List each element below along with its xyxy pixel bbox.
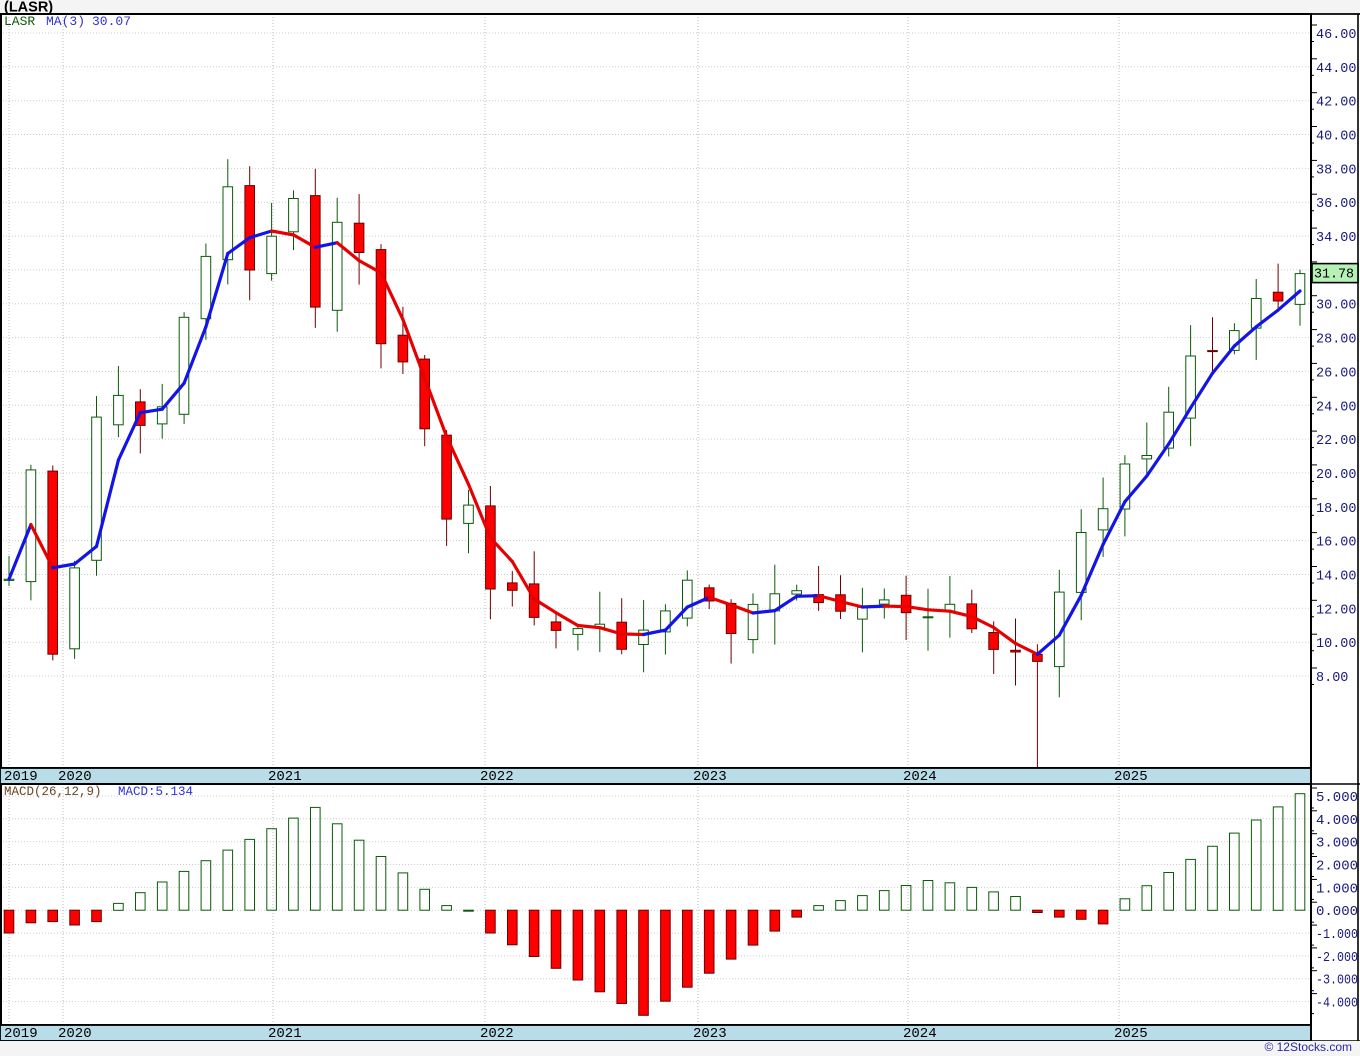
svg-text:1.000: 1.000 [1316, 882, 1358, 897]
svg-text:14.00: 14.00 [1316, 570, 1357, 585]
svg-text:12.00: 12.00 [1316, 603, 1357, 618]
svg-text:2020: 2020 [58, 769, 92, 785]
svg-text:42.00: 42.00 [1316, 96, 1357, 111]
svg-text:5.000: 5.000 [1316, 791, 1358, 806]
svg-text:-2.000: -2.000 [1316, 951, 1358, 966]
svg-text:2.000: 2.000 [1316, 860, 1358, 875]
svg-text:-1.000: -1.000 [1316, 928, 1358, 943]
svg-text:0.000: 0.000 [1316, 905, 1358, 920]
svg-text:24.00: 24.00 [1316, 400, 1357, 415]
svg-text:2019: 2019 [4, 769, 38, 785]
svg-text:3.000: 3.000 [1316, 837, 1358, 852]
svg-text:LASR: LASR [4, 14, 35, 29]
svg-text:2023: 2023 [693, 769, 727, 785]
svg-text:20.00: 20.00 [1316, 468, 1357, 483]
svg-text:31.78: 31.78 [1314, 267, 1354, 283]
svg-text:-4.000: -4.000 [1316, 997, 1358, 1012]
svg-text:22.00: 22.00 [1316, 434, 1357, 449]
svg-text:34.00: 34.00 [1316, 231, 1357, 246]
svg-text:2020: 2020 [58, 1026, 92, 1042]
svg-text:2023: 2023 [693, 1026, 727, 1042]
svg-text:2024: 2024 [903, 1026, 937, 1042]
svg-text:-3.000: -3.000 [1316, 974, 1358, 989]
svg-text:44.00: 44.00 [1316, 62, 1357, 77]
svg-text:4.000: 4.000 [1316, 814, 1358, 829]
svg-text:26.00: 26.00 [1316, 366, 1357, 381]
svg-text:30.07: 30.07 [92, 14, 131, 29]
svg-text:10.00: 10.00 [1316, 637, 1357, 652]
svg-text:2025: 2025 [1114, 769, 1148, 785]
svg-text:40.00: 40.00 [1316, 130, 1357, 145]
svg-text:2019: 2019 [4, 1026, 38, 1042]
svg-text:2021: 2021 [268, 769, 302, 785]
svg-text:2025: 2025 [1114, 1026, 1148, 1042]
svg-text:MACD:5.134: MACD:5.134 [118, 785, 193, 799]
svg-text:38.00: 38.00 [1316, 163, 1357, 178]
svg-text:2022: 2022 [480, 769, 514, 785]
svg-text:30.00: 30.00 [1316, 299, 1357, 314]
svg-text:46.00: 46.00 [1316, 28, 1357, 43]
svg-text:18.00: 18.00 [1316, 502, 1357, 517]
svg-text:MACD(26,12,9): MACD(26,12,9) [4, 785, 102, 799]
svg-text:© 12Stocks.com: © 12Stocks.com [1264, 1040, 1352, 1054]
svg-text:36.00: 36.00 [1316, 197, 1357, 212]
svg-text:MA(3): MA(3) [46, 14, 85, 29]
svg-text:8.00: 8.00 [1316, 671, 1348, 686]
svg-text:2022: 2022 [480, 1026, 514, 1042]
svg-text:2024: 2024 [903, 769, 937, 785]
svg-text:16.00: 16.00 [1316, 536, 1357, 551]
svg-text:28.00: 28.00 [1316, 333, 1357, 348]
svg-text:2021: 2021 [268, 1026, 302, 1042]
